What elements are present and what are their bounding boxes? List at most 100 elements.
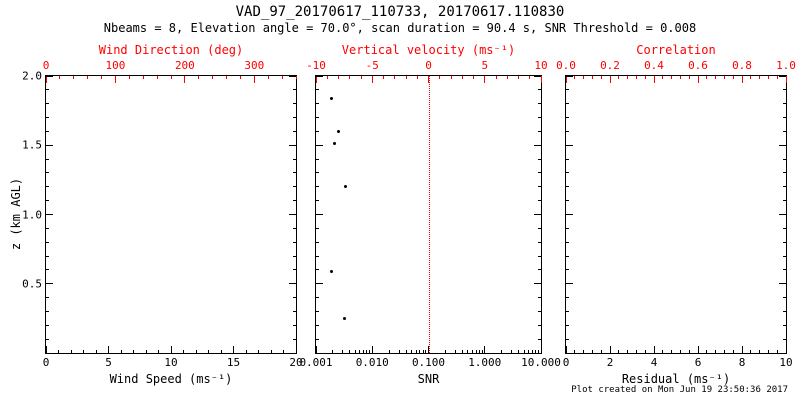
top-tick-mark: [315, 76, 317, 83]
top-tick-mark: [741, 76, 743, 83]
y-tick-mark: [566, 338, 569, 340]
y-tick-mark: [46, 89, 49, 91]
y-tick-mark: [534, 283, 541, 285]
x-tick-mark: [565, 346, 567, 353]
x-tick-mark: [133, 350, 134, 353]
y-tick-mark: [538, 255, 541, 257]
y-tick-mark: [566, 214, 573, 215]
y-tick-mark: [46, 200, 49, 202]
x-tick-mark: [723, 350, 725, 353]
top-tick-mark: [461, 76, 463, 79]
y-tick-mark: [293, 324, 296, 326]
top-tick-mark: [473, 76, 474, 79]
y-tick-mark: [538, 269, 541, 271]
y-tick-mark: [566, 117, 569, 119]
y-tick-mark: [566, 75, 573, 77]
y-tick-mark: [293, 352, 296, 354]
top-tick-mark: [416, 76, 418, 79]
y-tick-mark: [316, 214, 323, 215]
x-tick-mark: [108, 346, 109, 353]
top-tick-mark: [59, 76, 61, 79]
x-tick-label: 0.001: [299, 356, 333, 369]
x-tick-mark: [454, 350, 456, 353]
x-tick-mark: [635, 350, 637, 353]
y-tick-mark: [779, 214, 786, 215]
y-tick-mark: [779, 144, 786, 146]
x-tick-mark: [245, 350, 247, 353]
y-tick-mark: [293, 227, 296, 229]
x-tick-mark: [776, 350, 778, 353]
y-tick-mark: [46, 324, 49, 326]
top-tick-mark: [184, 76, 186, 83]
y-tick-mark: [316, 158, 319, 160]
y-tick-mark: [538, 200, 541, 202]
data-point: [343, 185, 347, 189]
top-tick-label: 0.2: [600, 59, 620, 72]
x-tick-mark: [706, 350, 708, 353]
y-tick-mark: [538, 186, 541, 188]
zero-velocity-refline: [428, 76, 430, 353]
top-tick-mark: [128, 76, 130, 79]
x-tick-label: 0: [562, 356, 570, 369]
y-tick-mark: [783, 269, 786, 271]
top-tick-mark: [750, 76, 752, 79]
top-tick-mark: [540, 76, 542, 83]
x-tick-mark: [415, 350, 417, 353]
y-tick-mark: [293, 338, 296, 340]
x-tick-mark: [478, 350, 480, 353]
y-tick-mark: [316, 310, 319, 312]
top-tick-mark: [495, 76, 497, 79]
top-tick-mark: [114, 76, 116, 83]
x-tick-mark: [461, 350, 463, 353]
y-tick-mark: [538, 117, 541, 119]
y-tick-mark: [783, 241, 786, 243]
x-tick-label: 1.000: [468, 356, 502, 369]
top-tick-label: 300: [244, 59, 265, 72]
x-tick-label: 10: [164, 356, 178, 369]
x-tick-mark: [359, 350, 361, 353]
top-tick-mark: [101, 76, 103, 79]
top-tick-mark: [600, 76, 602, 79]
y-axis-title: z (km AGL): [9, 177, 23, 251]
y-tick-mark: [566, 172, 569, 174]
x-tick-label: 6: [694, 356, 702, 369]
x-tick-mark: [591, 350, 593, 353]
x-tick-mark: [583, 350, 585, 353]
x-tick-mark: [759, 350, 761, 353]
x-tick-mark: [741, 346, 743, 353]
data-point: [332, 142, 336, 146]
x-tick-mark: [523, 350, 525, 353]
x-tick-mark: [574, 350, 576, 353]
y-tick-label: 2.0: [22, 69, 42, 83]
snr-panel: Vertical velocity (ms⁻¹) SNR 0.001 0.010 0…: [299, 43, 560, 386]
top-tick-mark: [439, 76, 441, 79]
top-tick-mark: [715, 76, 717, 79]
y-tick-mark: [46, 283, 53, 285]
y-tick-mark: [566, 103, 569, 105]
x-tick-mark: [220, 350, 222, 353]
y-tick-mark: [293, 297, 296, 299]
x-tick-mark: [95, 350, 97, 353]
top-tick-mark: [142, 76, 144, 79]
y-tick-mark: [783, 130, 786, 132]
x-tick-mark: [315, 346, 317, 353]
top-tick-mark: [371, 76, 373, 83]
y-tick-mark: [566, 144, 573, 146]
y-tick-mark: [566, 241, 569, 243]
y-tick-mark: [566, 324, 569, 326]
x-tick-mark: [531, 350, 533, 353]
y-tick-mark: [46, 117, 49, 119]
y-tick-mark: [783, 255, 786, 257]
top-tick-mark: [565, 76, 567, 83]
x-tick-mark: [371, 346, 373, 353]
plot-title: VAD_97_20170617_110733, 20170617.110830: [235, 4, 565, 20]
top-tick-mark: [281, 76, 283, 79]
x-tick-mark: [528, 350, 530, 353]
x-tick-mark: [688, 350, 690, 353]
top-tick-mark: [73, 76, 75, 79]
y-tick-mark: [779, 283, 786, 285]
y-tick-mark: [316, 117, 319, 119]
y-tick-mark: [566, 200, 569, 202]
x-tick-mark: [145, 350, 147, 353]
y-tick-mark: [566, 89, 569, 91]
